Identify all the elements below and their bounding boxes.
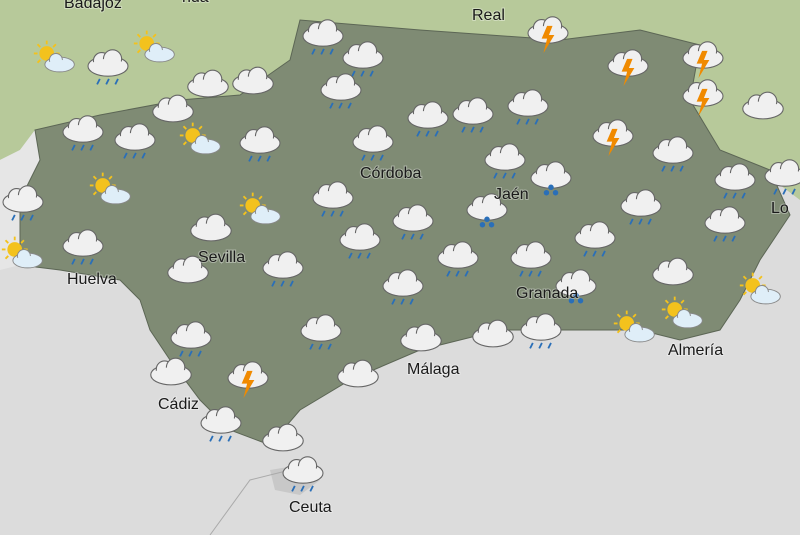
city-label: Córdoba xyxy=(360,165,421,182)
andalucia xyxy=(19,19,791,446)
border-line xyxy=(209,469,291,535)
city-label: Almería xyxy=(668,342,723,359)
city-label: Lo xyxy=(771,200,789,217)
city-label: rida xyxy=(182,0,209,6)
northern-regions xyxy=(0,0,800,200)
city-label: Málaga xyxy=(407,361,460,378)
city-label: Ceuta xyxy=(289,499,332,516)
city-label: Badajoz xyxy=(64,0,122,12)
city-label: Cádiz xyxy=(158,396,199,413)
city-label: Jaén xyxy=(494,186,529,203)
city-label: Huelva xyxy=(67,271,117,288)
city-label: Granada xyxy=(516,285,578,302)
city-labels: Badajoz rida Real Córdoba Jaén Sevilla H… xyxy=(63,0,790,517)
city-label: Sevilla xyxy=(198,249,245,266)
city-label: Real xyxy=(472,7,505,24)
